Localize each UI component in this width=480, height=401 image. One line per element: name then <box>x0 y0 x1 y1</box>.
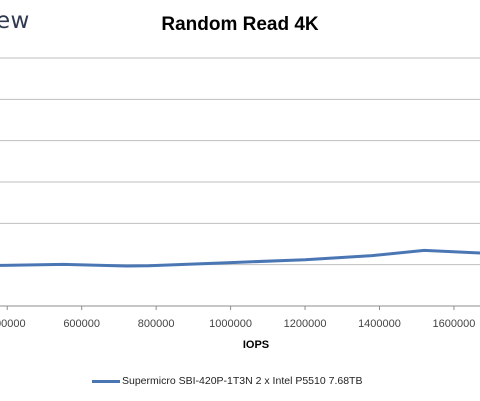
x-tick-label: 1600000 <box>433 318 476 330</box>
grid-lines <box>0 57 480 266</box>
x-axis: 400000 600000 800000 1000000 1200000 1400000 1… <box>0 305 480 330</box>
x-axis-label: IOPS <box>243 339 269 351</box>
legend: Supermicro SBI-420P-1T3N 2 x Intel P5510… <box>92 375 362 387</box>
x-tick-label: 1400000 <box>358 318 401 330</box>
x-tick-label: 1000000 <box>209 318 252 330</box>
x-tick-label: 600000 <box>63 318 100 330</box>
legend-swatch <box>92 379 120 383</box>
legend-label: Supermicro SBI-420P-1T3N 2 x Intel P5510… <box>122 375 363 387</box>
x-tick-label: 400000 <box>0 318 26 330</box>
series-layer <box>0 248 480 268</box>
x-tick-label: 1200000 <box>284 318 327 330</box>
x-tick-label: 800000 <box>138 318 175 330</box>
brand-logo-text: ew <box>0 8 30 34</box>
series-line <box>0 248 480 268</box>
chart-title: Random Read 4K <box>161 14 319 35</box>
